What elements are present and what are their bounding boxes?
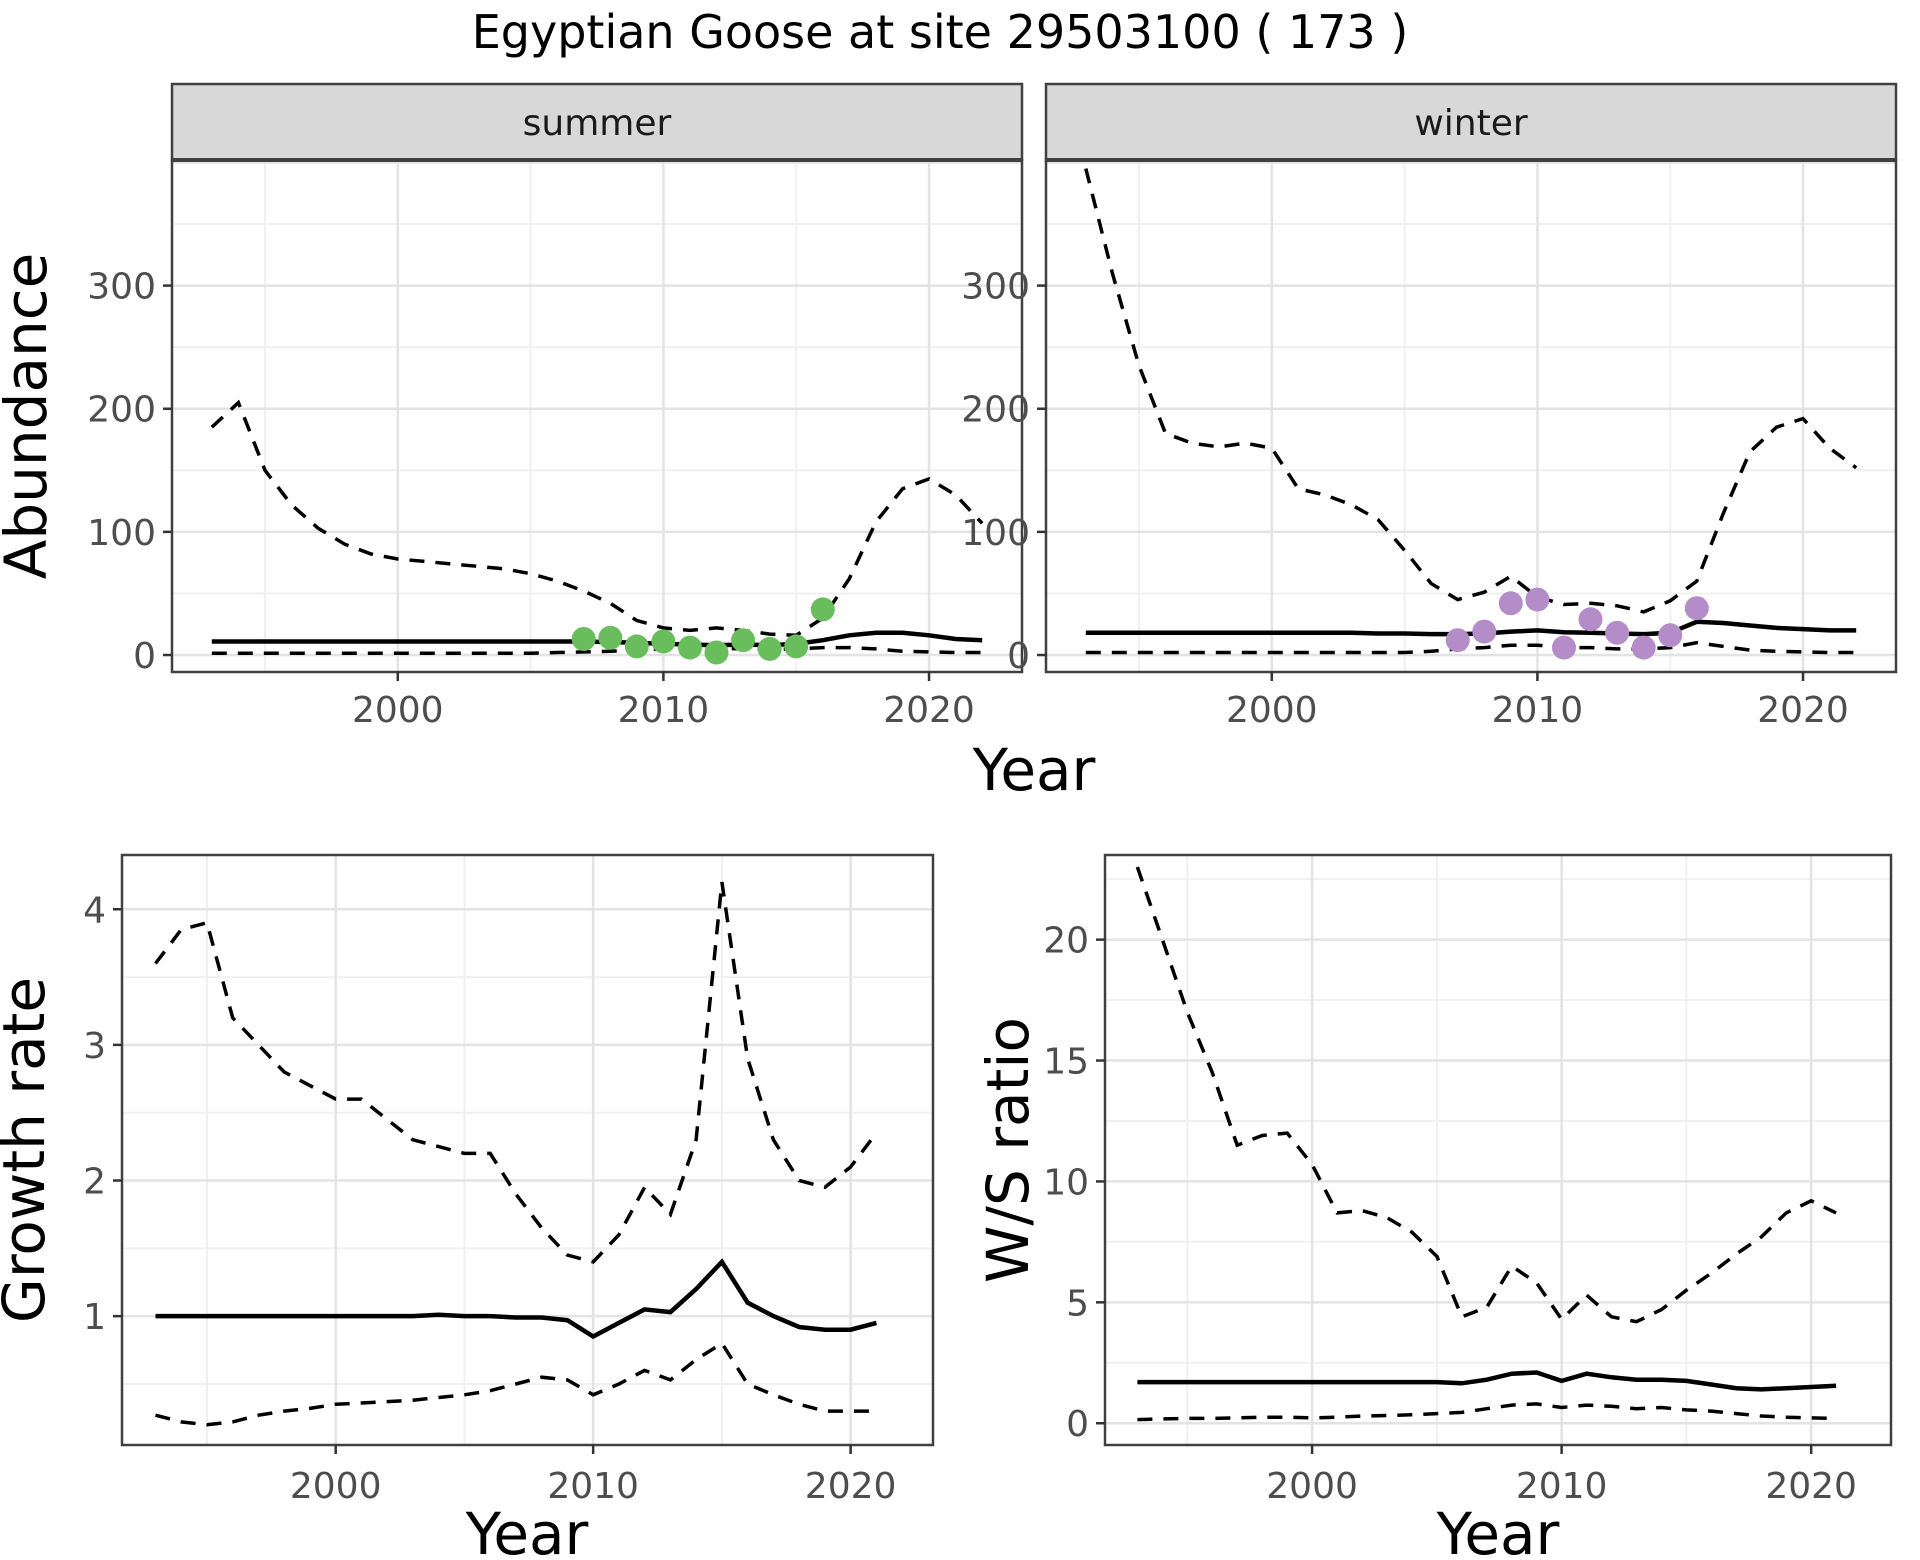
observed-winter-counts-point [1445, 628, 1470, 653]
observed-summer-counts-point [571, 627, 596, 651]
x-tick-label: 2010 [547, 1466, 639, 1507]
top-x-axis-title: Year [972, 736, 1096, 804]
growth-rate-panel-background [122, 855, 933, 1445]
x-tick-label: 2010 [1492, 690, 1584, 731]
abundance-y-axis-title: Abundance [0, 253, 60, 580]
ws-ratio-panel: 2000 2010 2020 0 5 10 15 20 [1043, 853, 1893, 1507]
growth-rate-x-axis-title: Year [465, 1500, 589, 1560]
y-tick-label: 100 [87, 513, 156, 554]
observed-winter-counts-point [1658, 623, 1683, 648]
x-tick-label: 2000 [352, 690, 444, 731]
y-tick-label: 0 [133, 636, 156, 677]
y-tick-label: 2 [83, 1162, 106, 1203]
y-tick-label: 3 [83, 1026, 106, 1067]
y-tick-label: 5 [1066, 1283, 1089, 1324]
observed-winter-counts-point [1631, 635, 1656, 660]
y-tick-label: 300 [961, 267, 1030, 308]
growth-rate-panel-border [120, 853, 935, 1447]
abundance-winter-panel-background [1046, 160, 1896, 672]
y-tick-label: 100 [961, 513, 1030, 554]
x-tick-label: 2000 [290, 1466, 382, 1507]
y-tick-label: 200 [961, 390, 1030, 431]
observed-winter-counts-point [1605, 620, 1630, 645]
abundance-summer-upper_ci-line [210, 399, 984, 638]
y-tick-label: 10 [1043, 1162, 1089, 1203]
y-tick-label: 15 [1043, 1042, 1089, 1083]
observed-summer-counts-point [598, 625, 623, 650]
abundance-summer-panel: 2000 2010 2020 0 100 200 300 [87, 82, 1024, 731]
ws-ratio-panel-border [1103, 853, 1893, 1447]
ws-ratio-data-layer [1135, 866, 1837, 1422]
observed-summer-counts-point [678, 635, 702, 660]
y-tick-label: 300 [87, 267, 156, 308]
growth-rate-data-layer [154, 881, 878, 1427]
y-tick-label: 200 [87, 390, 156, 431]
abundance-summer-facet-strip [170, 82, 1024, 162]
x-tick-label: 2020 [805, 1466, 897, 1507]
observed-winter-counts-point [1552, 635, 1576, 660]
observed-winter-counts-point [1498, 591, 1523, 616]
ws-ratio-fit-line [1137, 1370, 1837, 1392]
x-tick-label: 2020 [1765, 1466, 1857, 1507]
facet-strip-label-summer: summer [523, 103, 672, 144]
y-tick-label: 20 [1043, 921, 1089, 962]
observed-summer-counts-point [704, 640, 729, 665]
x-tick-label: 2000 [1226, 690, 1318, 731]
observed-winter-counts-point [1525, 587, 1550, 612]
observed-summer-counts-point [810, 597, 835, 622]
abundance-winter-panel: 2000 2010 2020 0 100 200 300 [961, 82, 1898, 731]
y-tick-label: 4 [83, 890, 106, 931]
growth-rate-panel: 2000 2010 2020 1 2 3 4 [83, 853, 935, 1507]
abundance-summer-data-layer [210, 399, 984, 665]
facet-strip-label-winter: winter [1414, 103, 1528, 144]
abundance-winter-fit-line [1085, 619, 1857, 637]
abundance-winter-data-layer [1084, 168, 1858, 660]
observed-winter-counts-point [1684, 596, 1709, 621]
x-tick-label: 2010 [618, 690, 710, 731]
observed-summer-counts-point [757, 636, 782, 661]
growth-rate-lower_ci-line [155, 1340, 877, 1427]
x-tick-label: 2010 [1516, 1466, 1608, 1507]
ws-ratio-y-axis-title: W/S ratio [974, 1017, 1042, 1283]
observed-summer-counts-point [784, 634, 809, 659]
x-tick-label: 2020 [1757, 690, 1849, 731]
x-tick-label: 2020 [883, 690, 975, 731]
observed-summer-counts-point [624, 634, 649, 659]
abundance-summer-panel-background [172, 160, 1022, 672]
x-tick-label: 2000 [1266, 1466, 1358, 1507]
observed-winter-counts-point [1472, 619, 1497, 644]
ws-ratio-panel-background [1105, 855, 1891, 1445]
observed-summer-counts-point [731, 628, 756, 653]
y-tick-label: 1 [83, 1297, 106, 1338]
abundance-summer-fit-line [211, 630, 983, 648]
observed-summer-counts-point [651, 629, 676, 654]
y-tick-label: 0 [1007, 636, 1030, 677]
observed-winter-counts-point [1578, 607, 1603, 632]
ws-ratio-x-axis-title: Year [1436, 1500, 1560, 1560]
ws-ratio-upper_ci-line [1135, 866, 1837, 1324]
y-tick-label: 0 [1066, 1404, 1089, 1445]
ws-ratio-lower_ci-line [1137, 1402, 1837, 1422]
growth-rate-y-axis-title: Growth rate [0, 977, 58, 1323]
growth-rate-fit-line [155, 1258, 877, 1340]
chart-title: Egyptian Goose at site 29503100 ( 173 ) [472, 5, 1409, 59]
